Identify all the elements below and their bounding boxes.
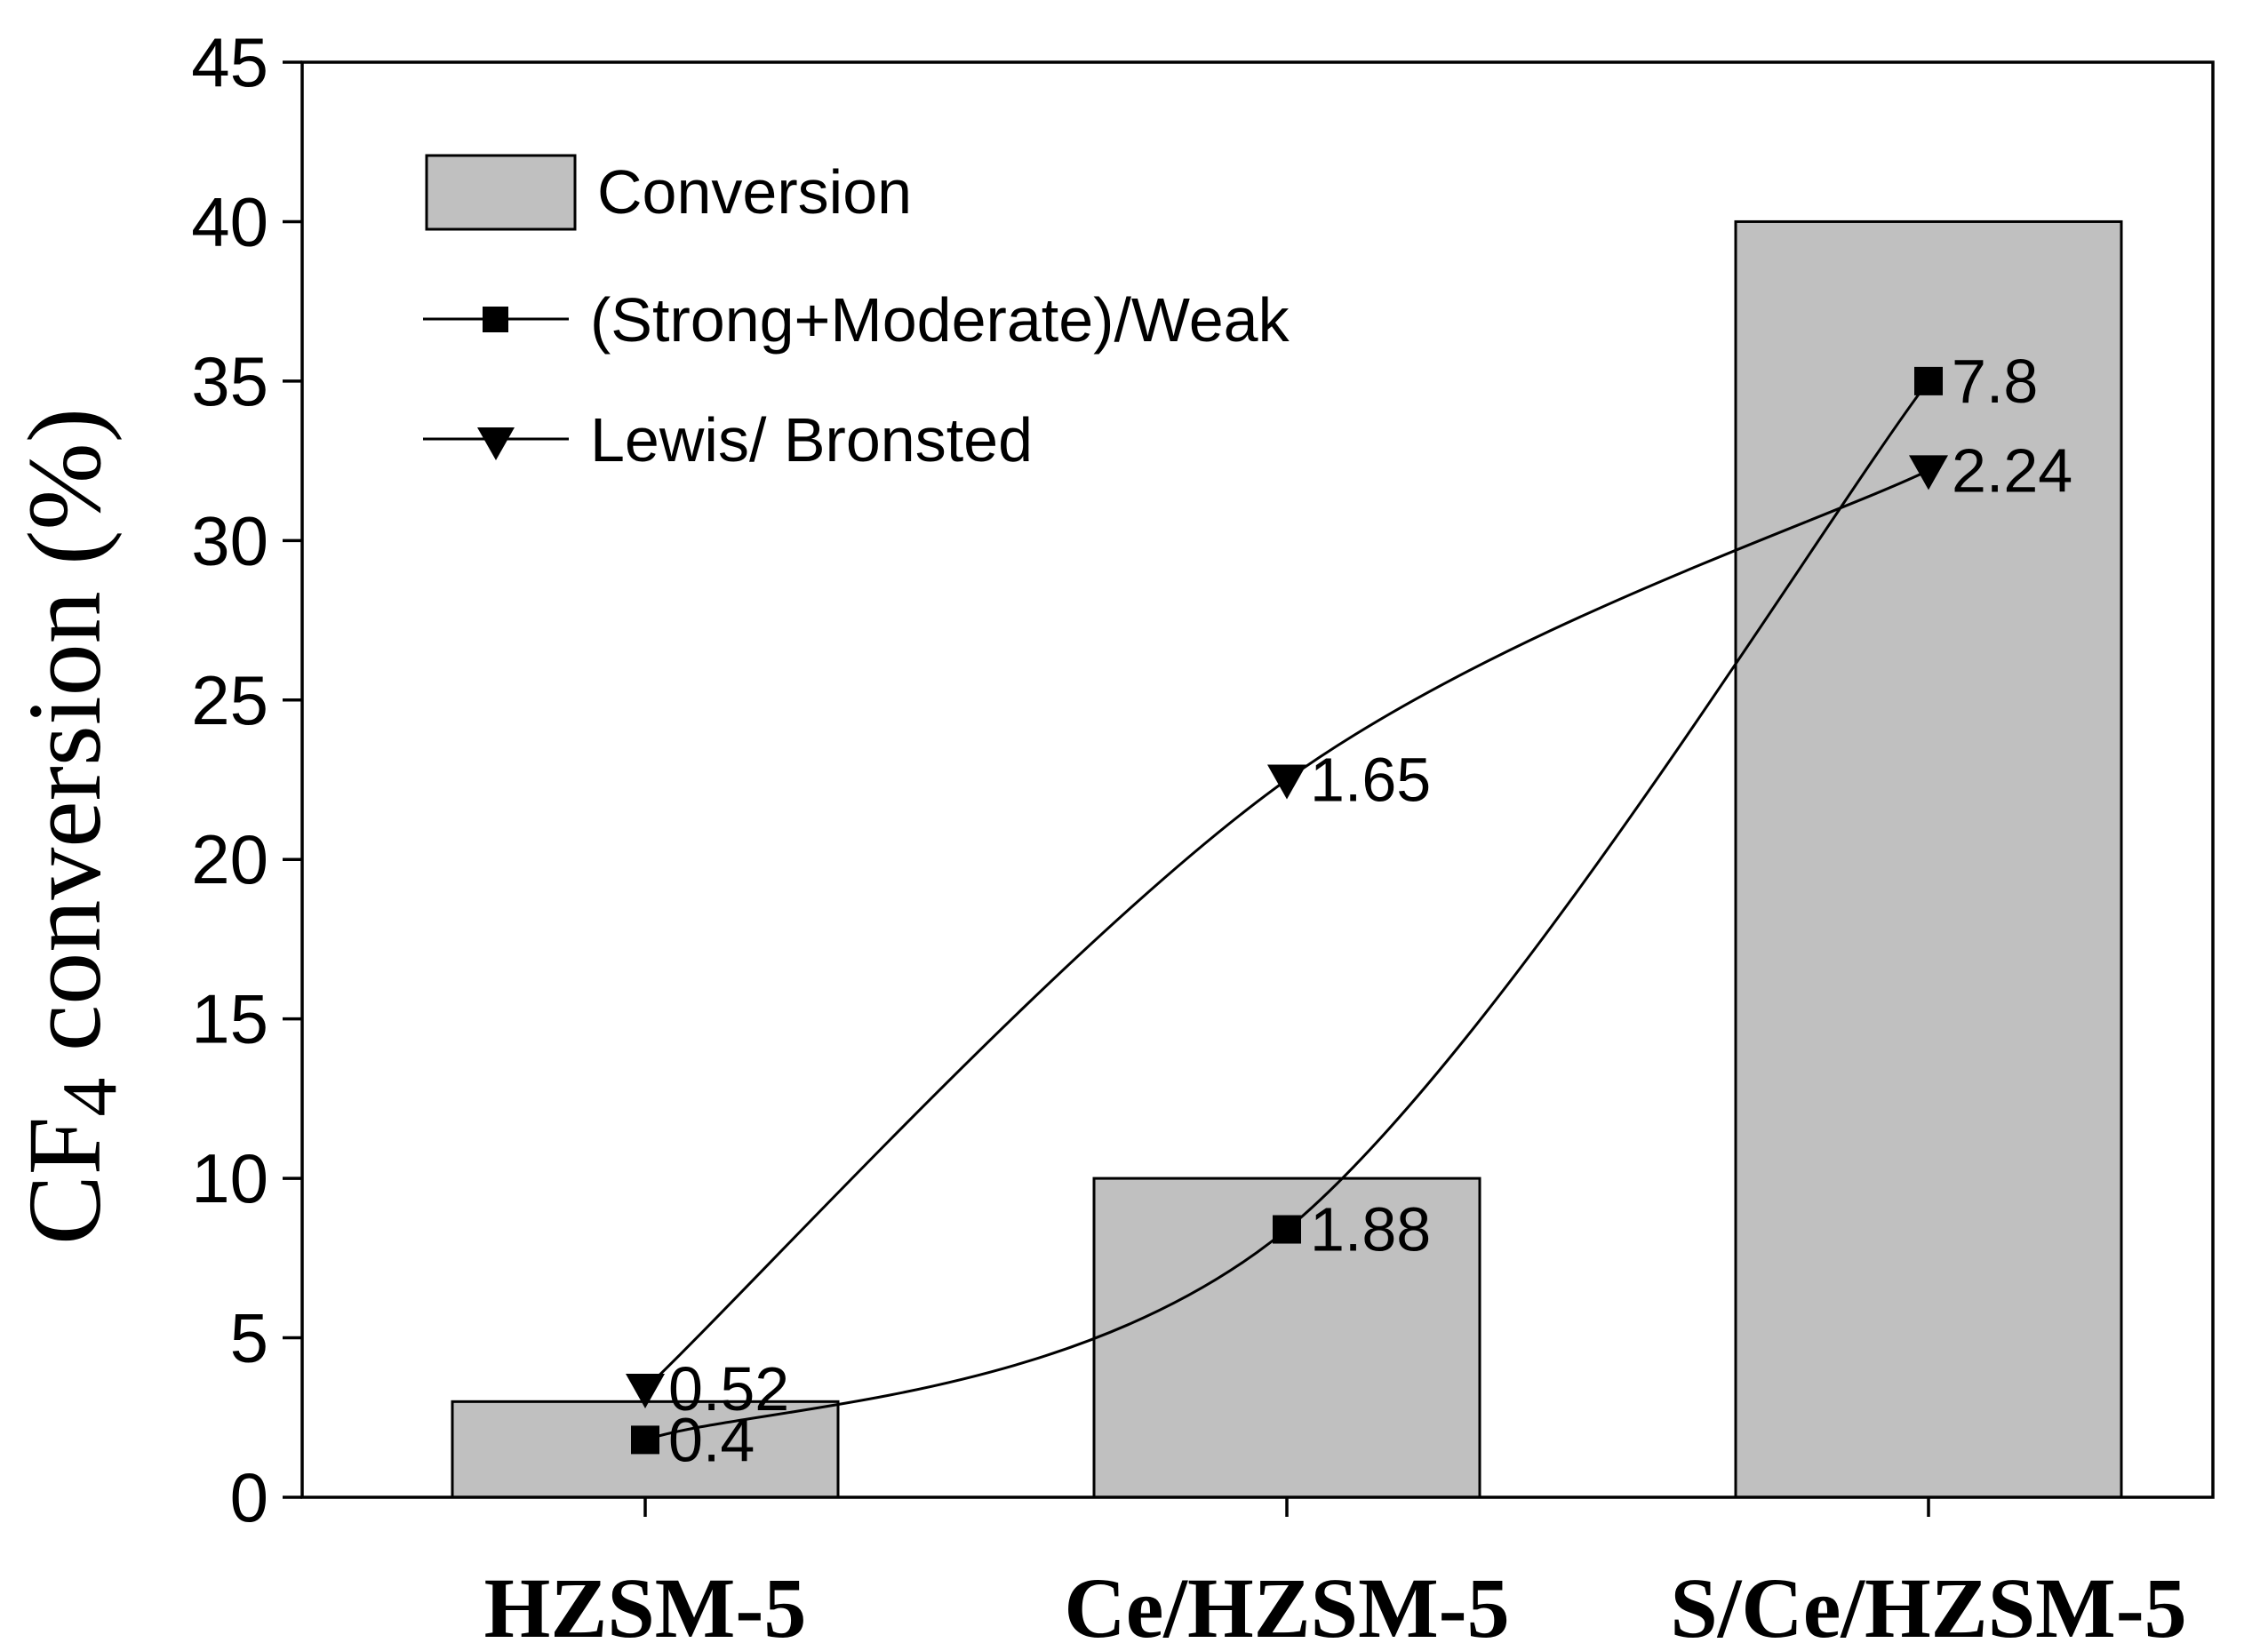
y-tick-label: 40 [191, 182, 268, 260]
legend-marker-square [483, 307, 508, 332]
x-tick-label: HZSM-5 [484, 1560, 807, 1651]
series-line-strong-moderate-weak [644, 379, 1930, 1441]
y-tick-label: 20 [191, 820, 268, 898]
data-label: 0.52 [668, 1354, 789, 1424]
y-tick-label: 45 [191, 23, 268, 101]
y-axis-title-main: CF [6, 1117, 123, 1245]
data-point-triangle [1909, 455, 1948, 491]
data-label: 1.65 [1310, 746, 1431, 815]
y-axis-title-sub: 4 [47, 1078, 133, 1117]
bar-s-ce-hzsm-5 [1734, 219, 2123, 1499]
y-tick-label: 0 [230, 1458, 268, 1536]
data-label: 0.4 [668, 1405, 755, 1474]
data-point-triangle [626, 1373, 665, 1408]
x-tick-label: Ce/HZSM-5 [1064, 1560, 1509, 1651]
data-point-square [1914, 366, 1943, 395]
y-axis-title: CF4 conversion (%) [6, 408, 133, 1245]
plot-frame [300, 60, 2215, 1499]
y-tick-label: 35 [191, 342, 268, 420]
series-line-lewis-bronsted [643, 469, 1929, 1391]
legend-marker-triangle [477, 427, 515, 460]
plot-area: 0 5 10 15 20 25 30 35 40 45 HZSM-5 Ce/HZSM-5 S/Ce/HZ… [191, 23, 2215, 1651]
y-tick-label: 30 [191, 501, 268, 579]
legend-swatch-conversion [425, 154, 577, 231]
legend-label-conversion: Conversion [597, 157, 912, 227]
y-tick-label: 5 [230, 1299, 268, 1377]
data-label: 1.88 [1310, 1195, 1431, 1264]
y-tick-label: 10 [191, 1139, 268, 1217]
data-point-square [1273, 1215, 1301, 1244]
y-axis-title-rest: conversion (%) [6, 408, 123, 1078]
y-tick-label: 25 [191, 661, 268, 739]
y-tick-label: 15 [191, 980, 268, 1058]
data-label: 2.24 [1952, 435, 2072, 505]
legend-label-lewis-bronsted: Lewis/ Bronsted [590, 405, 1033, 475]
legend-label-strong-moderate-weak: (Strong+Moderate)/Weak [590, 285, 1290, 355]
data-point-triangle [1267, 764, 1306, 800]
data-label: 7.8 [1952, 347, 2038, 416]
x-tick-label: S/Ce/HZSM-5 [1670, 1560, 2186, 1651]
legend: Conversion (Strong+Moderate)/Weak Lewis/… [423, 154, 1290, 475]
data-point-square [631, 1425, 659, 1455]
